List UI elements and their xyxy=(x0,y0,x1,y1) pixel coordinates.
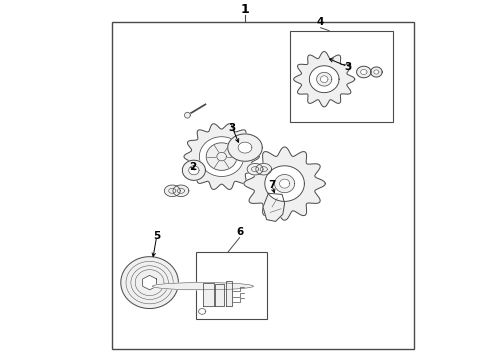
Polygon shape xyxy=(361,69,367,75)
Text: 3: 3 xyxy=(229,123,236,133)
Polygon shape xyxy=(274,175,294,193)
Polygon shape xyxy=(244,147,325,220)
Polygon shape xyxy=(320,76,328,83)
Text: 3: 3 xyxy=(344,62,351,72)
Text: 5: 5 xyxy=(153,231,160,241)
Polygon shape xyxy=(263,193,285,221)
Polygon shape xyxy=(206,143,237,170)
Polygon shape xyxy=(199,137,244,176)
Polygon shape xyxy=(374,70,379,74)
Polygon shape xyxy=(216,284,224,306)
Polygon shape xyxy=(198,309,206,314)
Polygon shape xyxy=(173,185,189,197)
Polygon shape xyxy=(203,283,214,306)
Polygon shape xyxy=(143,275,157,290)
Polygon shape xyxy=(185,112,190,118)
Bar xyxy=(112,22,414,349)
Polygon shape xyxy=(370,67,382,77)
Polygon shape xyxy=(317,72,332,86)
Text: 1: 1 xyxy=(241,3,249,15)
Polygon shape xyxy=(280,179,290,188)
Text: 2: 2 xyxy=(189,162,196,172)
Polygon shape xyxy=(309,66,339,93)
Polygon shape xyxy=(357,66,371,78)
Polygon shape xyxy=(189,166,199,175)
Polygon shape xyxy=(217,152,226,161)
Polygon shape xyxy=(226,281,232,306)
Polygon shape xyxy=(247,163,263,175)
Text: 4: 4 xyxy=(317,17,324,27)
Polygon shape xyxy=(164,185,180,197)
Bar xyxy=(290,31,392,122)
Polygon shape xyxy=(265,166,304,201)
Polygon shape xyxy=(256,163,271,175)
Polygon shape xyxy=(152,283,253,290)
Polygon shape xyxy=(228,134,262,161)
Polygon shape xyxy=(184,124,259,189)
Polygon shape xyxy=(121,257,178,309)
Polygon shape xyxy=(201,310,204,312)
Text: 6: 6 xyxy=(236,227,243,237)
Bar xyxy=(196,252,267,319)
Polygon shape xyxy=(182,160,205,180)
Polygon shape xyxy=(238,142,252,153)
Text: 7: 7 xyxy=(269,180,276,190)
Polygon shape xyxy=(294,51,355,107)
